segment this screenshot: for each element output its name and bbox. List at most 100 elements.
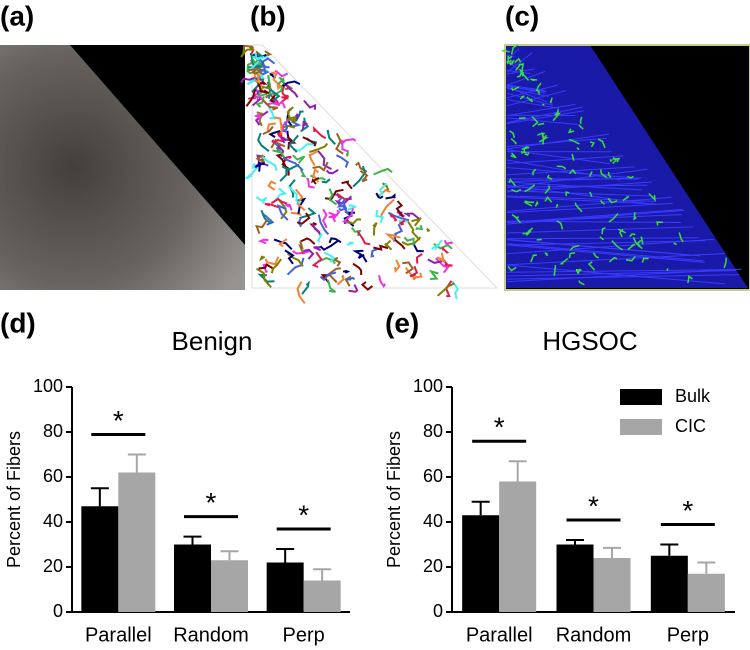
fiber-trace — [436, 252, 446, 264]
fiber-trace — [352, 262, 363, 276]
fiber-trace — [356, 230, 371, 246]
fiber-segment — [507, 55, 512, 66]
fiber-segment — [519, 95, 525, 100]
fiber-segment — [507, 265, 517, 272]
fiber-trace — [271, 139, 284, 145]
fiber-vector — [506, 155, 624, 164]
fiber-segment — [568, 251, 576, 259]
fiber-trace — [327, 267, 341, 284]
fiber-segment — [587, 261, 596, 271]
fiber-trace — [324, 188, 344, 201]
bar — [650, 555, 688, 612]
significance-mark: * — [113, 405, 124, 436]
fiber-trace — [288, 186, 302, 205]
fiber-segment — [507, 55, 513, 60]
panel-label: (a) — [0, 0, 34, 31]
fiber-segment — [641, 257, 649, 263]
fiber-trace — [336, 198, 349, 215]
fiber-trace — [293, 143, 315, 152]
fiber-trace — [360, 281, 374, 291]
fiber-vector — [506, 274, 740, 280]
fiber-trace — [271, 98, 286, 109]
fiber-segment — [565, 191, 570, 196]
fiber-segment — [538, 137, 549, 143]
fiber-trace — [284, 249, 295, 265]
fiber-segment — [556, 220, 564, 230]
fiber-vector — [506, 253, 725, 266]
fiber-trace — [426, 227, 431, 232]
fiber-trace — [401, 236, 422, 246]
y-tick-label: 0 — [53, 601, 63, 621]
bar — [499, 481, 537, 612]
x-tick-label: Parallel — [466, 624, 533, 646]
fiber-trace — [332, 209, 341, 223]
fiber-trace — [305, 177, 315, 189]
fiber-trace — [259, 68, 270, 76]
fiber-vector — [506, 110, 584, 125]
fiber-segment — [553, 265, 557, 276]
x-tick-label: Perp — [667, 624, 709, 646]
fiber-vector — [506, 137, 607, 148]
fiber-trace — [245, 165, 259, 180]
fiber-trace — [428, 269, 439, 280]
fiber-trace — [346, 218, 362, 225]
fiber-segment — [542, 134, 548, 145]
fiber-segment — [589, 141, 596, 148]
fiber-segment — [569, 244, 580, 251]
fiber-trace — [274, 70, 289, 78]
fiber-vector — [506, 226, 693, 234]
y-tick-label: 80 — [43, 421, 63, 441]
fiber-vector — [506, 195, 656, 202]
fiber-segment — [723, 257, 727, 269]
fiber-trace — [357, 253, 365, 260]
chart-title: Benign — [172, 326, 253, 356]
fiber-segment — [636, 239, 643, 250]
fiber-trace — [254, 74, 261, 84]
significance-mark: * — [588, 490, 599, 521]
fiber-trace — [247, 60, 265, 69]
fiber-trace — [266, 85, 272, 99]
fiber-trace — [257, 80, 268, 87]
bar — [118, 472, 156, 612]
fiber-trace — [403, 212, 420, 220]
fiber-segment — [524, 151, 530, 156]
fiber-segment — [597, 138, 606, 149]
fiber-trace — [261, 155, 278, 172]
fiber-segment — [607, 197, 618, 204]
fiber-trace — [345, 151, 349, 157]
error-bar — [697, 561, 716, 574]
fiber-trace — [256, 87, 269, 98]
y-tick-label: 20 — [43, 556, 63, 576]
fiber-trace — [441, 247, 450, 254]
fiber-trace — [373, 244, 389, 251]
fiber-vector — [506, 168, 648, 188]
fiber-trace — [282, 121, 289, 133]
fiber-trace — [256, 53, 263, 58]
fiber-trace — [262, 64, 270, 71]
fiber-trace — [255, 219, 268, 234]
y-tick-label: 80 — [423, 421, 443, 441]
fiber-trace — [451, 280, 460, 300]
fiber-trace — [246, 60, 256, 75]
fiber-trace — [328, 188, 338, 206]
fiber-trace — [268, 129, 281, 138]
error-bar — [313, 568, 332, 581]
fiber-trace — [328, 211, 339, 219]
fiber-trace — [335, 154, 350, 168]
fiber-segment — [574, 202, 583, 213]
fiber-trace — [248, 68, 260, 75]
fiber-segment — [608, 213, 619, 223]
fiber-trace — [264, 202, 279, 209]
fiber-trace — [276, 204, 289, 221]
fiber-segment — [530, 254, 537, 263]
fiber-trace — [254, 52, 265, 61]
fiber-segment — [567, 128, 575, 134]
fiber-trace — [255, 154, 266, 164]
fiber-trace — [275, 153, 287, 167]
fiber-segment — [501, 49, 510, 53]
x-tick-label: Random — [556, 624, 632, 646]
fiber-segment — [526, 96, 534, 103]
fiber-segment — [511, 214, 522, 224]
fiber-trace — [322, 208, 328, 229]
fiber-trace — [342, 269, 351, 274]
